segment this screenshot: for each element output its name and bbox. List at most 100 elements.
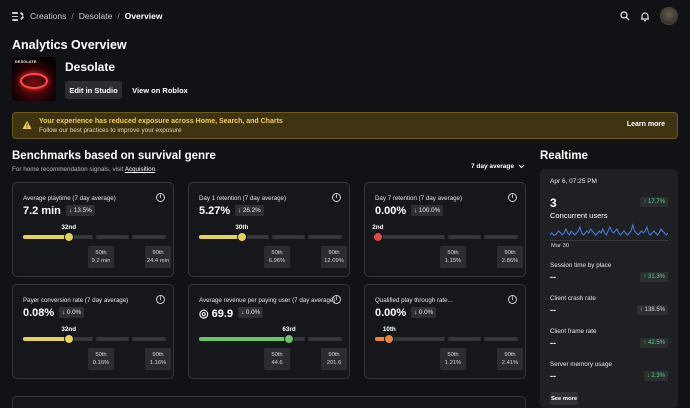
realtime-metric-delta: ↑ 31.3% xyxy=(640,272,668,282)
avatar[interactable] xyxy=(660,7,678,25)
realtime-metric-value: -- xyxy=(550,371,556,381)
info-icon[interactable]: i xyxy=(156,193,165,202)
benchmark-card: Average revenue per paying user (7 day a… xyxy=(188,284,350,379)
benchmark-card-title: Day 7 retention (7 day average) xyxy=(375,195,463,202)
chevron-down-icon xyxy=(518,164,525,169)
p90-box: 90th 12.09% xyxy=(321,246,347,268)
realtime-metric-delta: ↑ 138.5% xyxy=(636,305,668,315)
percentile-fill xyxy=(23,337,69,341)
menu-icon[interactable] xyxy=(12,11,24,21)
p50-box: 50th 1.15% xyxy=(440,246,466,268)
percentile-marker xyxy=(63,232,74,242)
percentile-track xyxy=(375,334,518,344)
search-icon[interactable] xyxy=(620,11,630,21)
benchmark-delta: ↓ 100.0% xyxy=(411,205,444,216)
benchmark-value: 7.2 min xyxy=(23,205,61,217)
warning-icon xyxy=(22,120,32,129)
realtime-metric-delta: ↓ 2.3% xyxy=(643,371,668,381)
percentile-marker xyxy=(236,232,247,242)
percentile-fill xyxy=(199,337,290,341)
percentile-track xyxy=(199,334,342,344)
benchmark-card: Day 7 retention (7 day average) i 0.00% ↓ 1… xyxy=(364,182,526,277)
benchmark-value: 0.00% xyxy=(375,307,407,319)
p50-box: 50th 6.96% xyxy=(264,246,290,268)
percentile-marker xyxy=(284,334,295,344)
info-icon[interactable]: i xyxy=(508,193,517,202)
benchmark-value: 5.27% xyxy=(199,205,231,217)
p90-box: 90th 24.4 min xyxy=(145,246,171,268)
benchmark-card-title: Day 1 retention (7 day average) xyxy=(199,195,287,202)
percentile-fill xyxy=(375,337,390,341)
p90-box: 90th 201.6 xyxy=(321,348,347,370)
percentile-marker xyxy=(384,334,395,344)
realtime-metric-value: -- xyxy=(550,272,556,282)
breadcrumb-creations[interactable]: Creations xyxy=(30,11,67,21)
realtime-date: Apr 6, 07:25 PM xyxy=(550,178,597,185)
benchmark-card: Qualified play through rate... i 0.00% ↓ 0.… xyxy=(364,284,526,379)
benchmark-card: Average playtime (7 day average) i 7.2 min… xyxy=(12,182,174,277)
concurrent-users-value: 3 xyxy=(550,196,557,210)
benchmark-card-title: Average revenue per paying user (7 day a… xyxy=(199,297,336,304)
benchmark-card: Payer conversion rate (7 day average) i 0.… xyxy=(12,284,174,379)
benchmark-rank: 30th xyxy=(235,224,249,231)
info-icon[interactable]: i xyxy=(156,295,165,304)
p50-box: 50th 9.2 min xyxy=(88,246,114,268)
p50-box: 50th 0.16% xyxy=(88,348,114,370)
percentile-fill xyxy=(199,235,242,239)
benchmark-value: 0.00% xyxy=(375,205,407,217)
benchmark-card: Day 1 retention (7 day average) i 5.27% ↓ 2… xyxy=(188,182,350,277)
benchmark-rank: 32nd xyxy=(61,326,77,333)
info-icon[interactable]: i xyxy=(332,295,341,304)
benchmark-delta: ↓ 0.0% xyxy=(238,307,264,318)
percentile-marker xyxy=(63,334,74,344)
realtime-metric-label: Session time by place xyxy=(550,262,612,269)
realtime-metric-value: -- xyxy=(550,305,556,315)
see-more-button[interactable]: See more xyxy=(550,392,578,405)
benchmark-card-title: Qualified play through rate... xyxy=(375,297,453,304)
breadcrumb: Creations / Desolate / Overview xyxy=(30,11,163,21)
breadcrumb-experience[interactable]: Desolate xyxy=(78,11,113,21)
sparkline-series xyxy=(550,223,668,236)
p50-box: 50th 1.21% xyxy=(440,348,466,370)
experience-title: Desolate xyxy=(65,60,116,74)
concurrent-users-label: Concurrent users xyxy=(550,211,608,220)
benchmark-delta: ↓ 13.5% xyxy=(66,205,95,216)
percentile-marker xyxy=(372,232,383,242)
realtime-metric-delta: ↑ 42.5% xyxy=(640,338,668,348)
bell-icon[interactable] xyxy=(640,11,650,22)
realtime-metric-label: Client frame rate xyxy=(550,328,597,335)
view-on-roblox-button[interactable]: View on Roblox xyxy=(132,85,188,95)
benchmark-card-title: Payer conversion rate (7 day average) xyxy=(23,297,129,304)
top-bar: Creations / Desolate / Overview xyxy=(0,0,690,32)
realtime-metric-label: Server memory usage xyxy=(550,361,612,368)
concurrent-users-delta: ↑ 17.7% xyxy=(640,197,668,207)
benchmark-rank: 10th xyxy=(382,326,396,333)
benchmark-rank: 2nd xyxy=(372,224,384,231)
benchmark-rank: 32nd xyxy=(61,224,77,231)
edit-in-studio-button[interactable]: Edit in Studio xyxy=(65,81,122,99)
benchmark-value: 0.08% xyxy=(23,307,55,319)
page-title: Analytics Overview xyxy=(12,38,127,52)
percentile-track xyxy=(372,232,518,242)
realtime-metric-label: Client crash rate xyxy=(550,295,596,302)
percentile-track xyxy=(23,232,166,242)
breadcrumb-current: Overview xyxy=(124,11,163,21)
exposure-warning-banner: Your experience has reduced exposure acr… xyxy=(12,112,678,139)
experience-thumbnail: DESOLATE xyxy=(12,57,56,101)
benchmarks-subtitle: For home recommendation signals, visit A… xyxy=(12,166,157,173)
info-icon[interactable]: i xyxy=(508,295,517,304)
percentile-track xyxy=(199,232,342,242)
benchmark-value: ◎ 69.9 xyxy=(199,308,234,320)
realtime-panel: Apr 6, 07:25 PM 3 ↑ 17.7% Concurrent use… xyxy=(540,169,678,408)
benchmark-card-title: Average playtime (7 day average) xyxy=(23,195,116,202)
acquisition-link[interactable]: Acquisition xyxy=(124,166,156,173)
benchmark-delta: ↓ 26.2% xyxy=(235,205,264,216)
period-dropdown[interactable]: 7 day average xyxy=(471,163,525,170)
info-icon[interactable]: i xyxy=(332,193,341,202)
realtime-metric-value: -- xyxy=(550,338,556,348)
concurrent-users-sparkline xyxy=(550,223,668,241)
learn-more-button[interactable]: Learn more xyxy=(626,121,665,128)
benchmark-rank: 63rd xyxy=(282,326,296,333)
benchmark-delta: ↓ 0.0% xyxy=(59,307,85,318)
percentile-fill xyxy=(23,235,69,239)
